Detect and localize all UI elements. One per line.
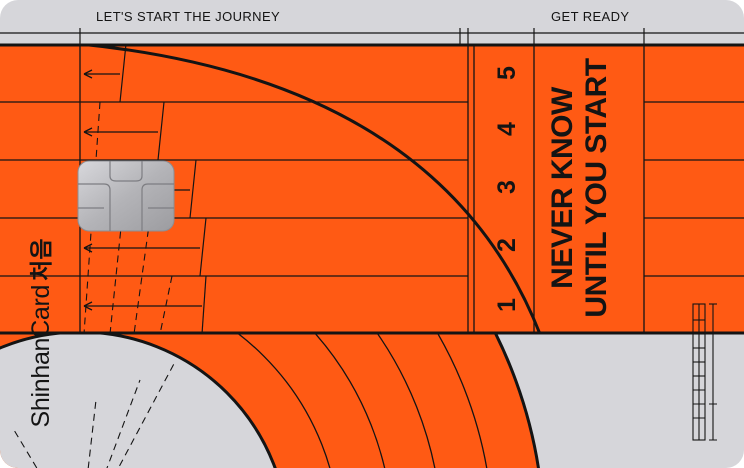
lane-number-4: 4 bbox=[493, 122, 521, 136]
curved-track bbox=[0, 334, 540, 468]
brand-sub: 처음 bbox=[28, 238, 54, 281]
slogan-line-2: UNTIL YOU START bbox=[580, 58, 613, 318]
header-right-label: GET READY bbox=[551, 9, 630, 24]
lane-number-3: 3 bbox=[493, 180, 521, 194]
lane-number-5: 5 bbox=[493, 66, 521, 80]
emv-chip bbox=[77, 160, 175, 232]
brand-name: ShinhanCard bbox=[27, 284, 55, 428]
lane-number-2: 2 bbox=[493, 238, 521, 252]
header-left-label: LET'S START THE JOURNEY bbox=[96, 9, 281, 24]
lane-number-1: 1 bbox=[493, 298, 521, 312]
lane-lines bbox=[0, 101, 744, 277]
slogan-line-1: NEVER KNOW bbox=[546, 87, 579, 289]
bend-curve bbox=[79, 44, 542, 334]
ruler-mark bbox=[692, 303, 717, 441]
